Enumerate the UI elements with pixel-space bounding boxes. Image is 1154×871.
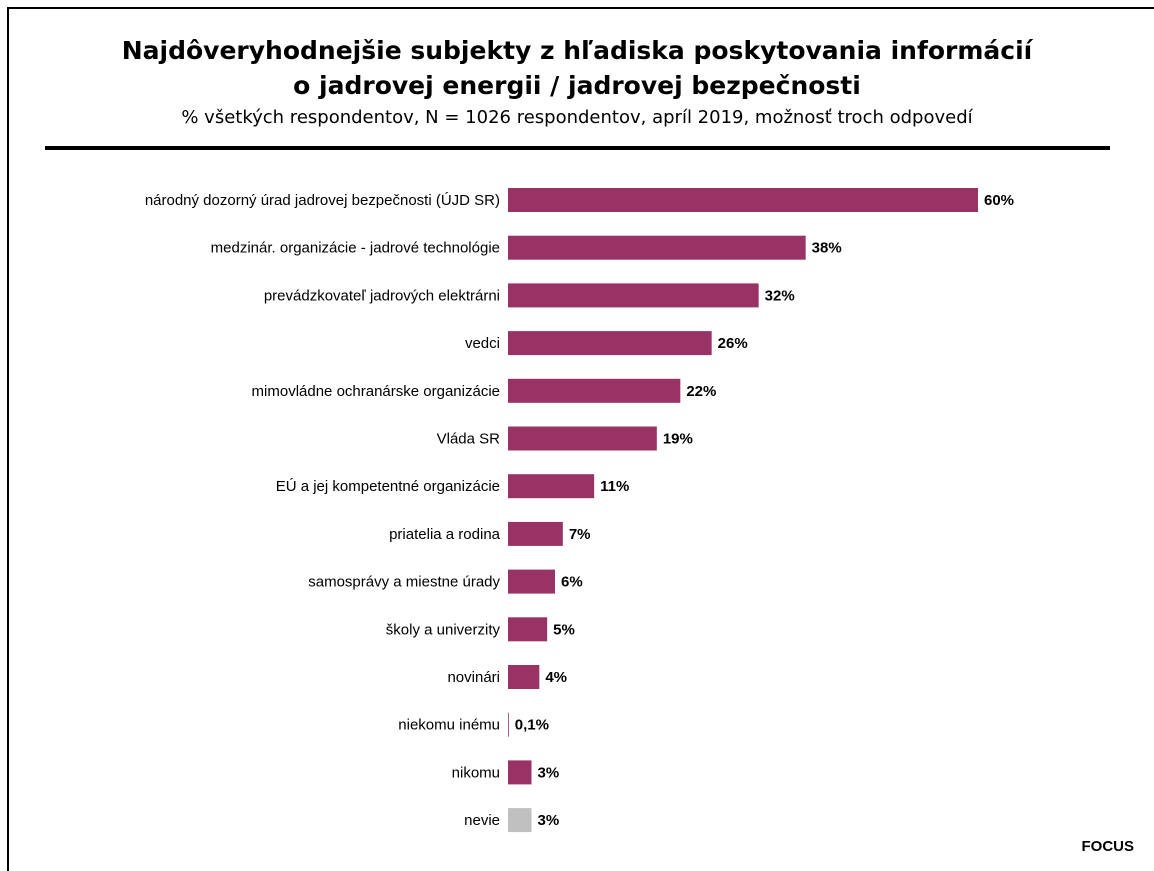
value-label: 7% bbox=[569, 526, 591, 543]
value-label: 6% bbox=[561, 574, 583, 591]
category-label: niekomu inému bbox=[398, 717, 500, 734]
value-label: 19% bbox=[663, 431, 693, 448]
bar bbox=[508, 808, 532, 833]
bar bbox=[508, 474, 595, 499]
category-label: novinári bbox=[447, 669, 500, 686]
value-label: 11% bbox=[600, 478, 629, 495]
value-label: 3% bbox=[538, 764, 560, 781]
bar bbox=[508, 331, 712, 356]
bar bbox=[508, 426, 657, 451]
chart-title-line2: o jadrovej energii / jadrovej bezpečnost… bbox=[293, 71, 861, 100]
value-label: 32% bbox=[765, 287, 795, 304]
chart-frame bbox=[7, 7, 1154, 871]
category-label: národný dozorný úrad jadrovej bezpečnost… bbox=[145, 192, 500, 209]
bar bbox=[508, 283, 759, 308]
bar bbox=[508, 378, 681, 403]
source-label: FOCUS bbox=[1081, 838, 1135, 855]
value-label: 3% bbox=[538, 812, 560, 829]
category-label: vedci bbox=[465, 335, 500, 352]
category-label: školy a univerzity bbox=[386, 621, 501, 638]
category-label: samosprávy a miestne úrady bbox=[308, 574, 500, 591]
bar bbox=[508, 665, 540, 689]
bar bbox=[508, 569, 555, 594]
value-label: 26% bbox=[718, 335, 748, 352]
value-label: 4% bbox=[545, 669, 567, 686]
category-label: prevádzkovateľ jadrových elektrárni bbox=[264, 287, 500, 304]
chart-title-line1: Najdôveryhodnejšie subjekty z hľadiska p… bbox=[121, 36, 1033, 65]
category-label: medzinár. organizácie - jadrové technoló… bbox=[211, 240, 500, 257]
bar bbox=[508, 760, 532, 785]
category-label: priatelia a rodina bbox=[389, 526, 501, 543]
bar bbox=[508, 235, 806, 260]
category-label: EÚ a jej kompetentné organizácie bbox=[276, 478, 500, 495]
bar bbox=[508, 617, 548, 642]
bar bbox=[508, 712, 509, 737]
value-label: 60% bbox=[984, 192, 1014, 209]
chart-subtitle: % všetkých respondentov, N = 1026 respon… bbox=[181, 107, 973, 128]
category-label: Vláda SR bbox=[437, 431, 501, 448]
value-label: 5% bbox=[553, 621, 575, 638]
category-label: nevie bbox=[464, 812, 500, 829]
category-label: nikomu bbox=[452, 764, 500, 781]
title-divider bbox=[45, 146, 1110, 150]
bar bbox=[508, 521, 563, 546]
value-label: 0,1% bbox=[515, 717, 549, 734]
value-label: 22% bbox=[686, 383, 716, 400]
bar bbox=[508, 188, 978, 212]
value-label: 38% bbox=[812, 240, 842, 257]
category-label: mimovládne ochranárske organizácie bbox=[252, 383, 500, 400]
